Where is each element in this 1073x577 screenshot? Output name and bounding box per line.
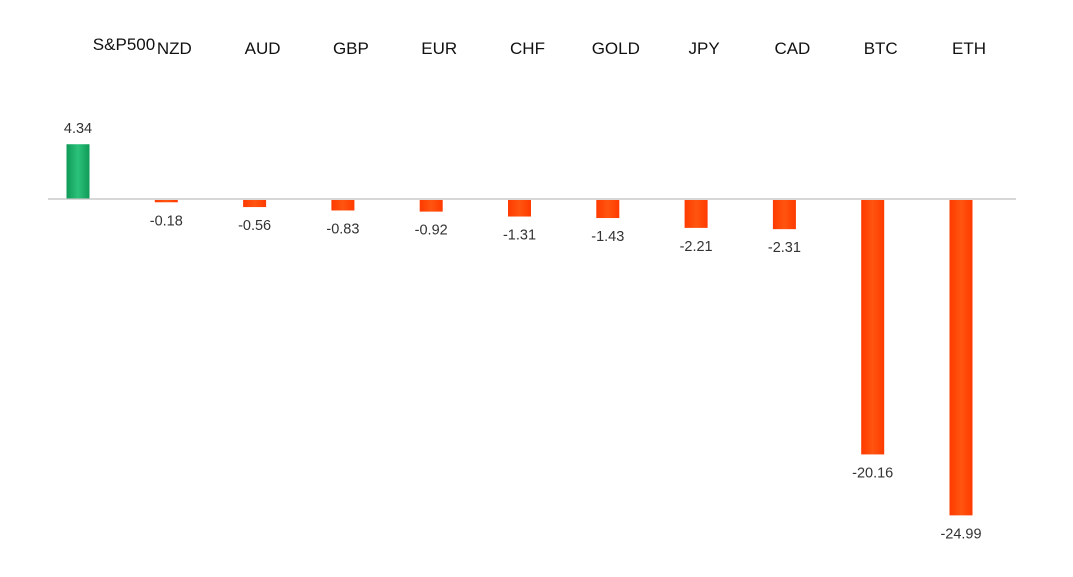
category-label-eur: EUR	[421, 39, 457, 58]
value-label-gbp: -0.83	[326, 221, 359, 237]
bar-gold	[596, 200, 620, 219]
category-label-jpy: JPY	[689, 39, 720, 58]
bar-jpy	[684, 200, 708, 228]
value-label-sandp500: 4.34	[64, 121, 92, 137]
category-label-eth: ETH	[952, 39, 986, 58]
bar-cad	[772, 200, 796, 230]
category-label-chf: CHF	[510, 39, 545, 58]
value-label-chf: -1.31	[503, 228, 536, 244]
bar-gbp	[331, 200, 355, 211]
category-label-gbp: GBP	[333, 39, 369, 58]
value-label-jpy: -2.21	[680, 239, 713, 255]
category-label-btc: BTC	[864, 39, 898, 58]
bar-sandp500	[66, 144, 90, 199]
value-label-cad: -2.31	[768, 240, 801, 256]
bar-aud	[243, 200, 267, 208]
bar-nzd	[154, 200, 178, 203]
value-label-nzd: -0.18	[150, 213, 183, 229]
value-label-gold: -1.43	[591, 229, 624, 245]
value-label-eur: -0.92	[415, 223, 448, 239]
category-label-nzd: NZD	[157, 39, 192, 58]
value-label-btc: -20.16	[852, 465, 893, 481]
bar-chf	[508, 200, 531, 217]
value-label-eth: -24.99	[940, 526, 981, 542]
category-label-sandp500: S&P500	[93, 35, 155, 54]
bar-eth	[949, 200, 973, 516]
bars	[66, 144, 973, 516]
bar-eur	[419, 200, 443, 212]
category-label-aud: AUD	[245, 39, 281, 58]
bar-btc	[861, 200, 885, 455]
value-labels: 4.34 -0.18 -0.56 -0.83 -0.92 -1.31 -1.43 -2.21 -…	[64, 121, 982, 542]
category-label-gold: GOLD	[592, 39, 640, 58]
category-label-cad: CAD	[774, 39, 810, 58]
category-labels: S&P500 NZD AUD GBP EUR CHF GOLD JPY CAD BTC ETH	[93, 35, 986, 58]
value-label-aud: -0.56	[238, 218, 271, 234]
